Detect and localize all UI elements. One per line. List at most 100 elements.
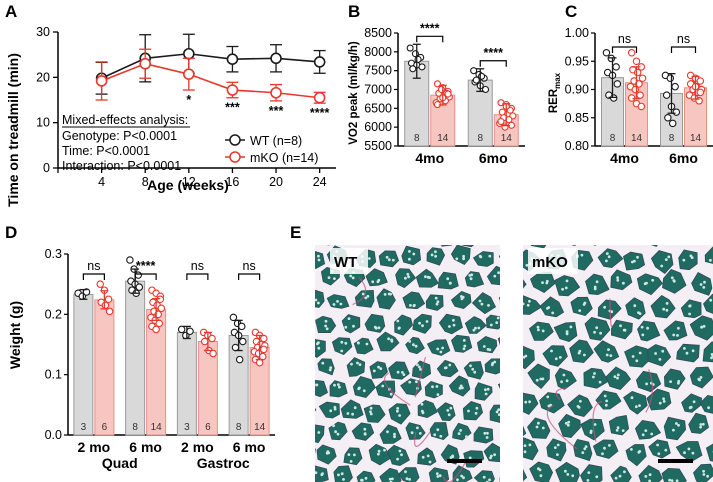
panel-a-ytick-label: 10 <box>36 116 50 130</box>
fiber-speckle <box>677 423 680 427</box>
fiber-speckle <box>324 319 328 323</box>
fiber-speckle <box>387 292 391 296</box>
muscle-fiber <box>542 345 568 367</box>
fiber-speckle <box>315 298 318 302</box>
panel-c-ytick-label: 0.80 <box>565 139 589 153</box>
fiber-speckle <box>488 348 492 352</box>
fiber-speckle <box>474 411 478 415</box>
panel-d-sig-label: ns <box>243 259 256 273</box>
fiber-speckle <box>677 326 680 330</box>
fiber-speckle <box>537 467 540 471</box>
fiber-speckle <box>537 328 540 332</box>
fiber-speckle <box>337 473 340 477</box>
fiber-speckle <box>334 430 337 434</box>
muscle-fiber <box>500 371 520 391</box>
muscle-fiber <box>554 275 581 297</box>
fiber-speckle <box>351 238 354 241</box>
muscle-fiber <box>428 467 450 482</box>
annotation-heading: Mixed-effects analysis: <box>62 113 188 127</box>
panel-c-sig-label: ns <box>677 32 690 46</box>
fiber-speckle <box>304 234 307 237</box>
fiber-speckle <box>377 452 380 456</box>
muscle-fiber <box>315 321 316 324</box>
fiber-speckle <box>393 435 396 439</box>
fiber-speckle <box>631 355 635 358</box>
fiber-speckle <box>678 232 681 235</box>
fiber-speckle <box>656 443 659 447</box>
fiber-speckle <box>554 357 558 361</box>
panel-c-n-label: 8 <box>669 133 675 144</box>
panel-b-n-label: 14 <box>437 133 449 144</box>
fiber-speckle <box>298 278 301 281</box>
fiber-speckle <box>410 431 414 435</box>
muscle-fiber <box>315 315 337 334</box>
fiber-speckle <box>689 405 693 409</box>
muscle-fiber <box>527 363 550 390</box>
fiber-speckle <box>416 426 419 430</box>
muscle-fiber <box>691 222 713 242</box>
panel-b-datapoint <box>414 55 422 63</box>
fiber-speckle <box>446 409 450 412</box>
fiber-speckle <box>351 412 354 416</box>
panel-a-mko-point <box>313 91 326 104</box>
muscle-fiber <box>610 224 633 245</box>
fiber-speckle <box>438 474 442 478</box>
fiber-speckle <box>702 324 706 328</box>
fiber-speckle <box>648 473 652 477</box>
fiber-speckle <box>658 401 662 405</box>
fiber-speckle <box>420 409 424 413</box>
fiber-speckle <box>702 469 705 473</box>
panel-b-ytick-label: 7500 <box>364 64 392 78</box>
fiber-speckle <box>517 282 520 285</box>
panel-c-datapoint <box>613 80 622 88</box>
fiber-speckle <box>506 255 509 258</box>
panel-d-sig-label: **** <box>136 259 156 273</box>
panel-d-ytick-label: 0.3 <box>45 247 62 261</box>
fiber-speckle <box>339 302 343 306</box>
fiber-speckle <box>505 377 508 380</box>
fiber-speckle <box>505 389 508 392</box>
fiber-speckle <box>698 378 701 382</box>
panel-a-significance: *** <box>225 101 240 115</box>
fiber-speckle <box>518 357 521 360</box>
fiber-speckle <box>621 232 624 235</box>
fiber-speckle <box>329 234 332 237</box>
fiber-speckle <box>364 476 368 480</box>
fiber-speckle <box>526 303 530 307</box>
panel-b-datapoint <box>418 63 426 71</box>
panel-b-category-label: 6mo <box>479 150 508 166</box>
fiber-speckle <box>342 478 345 481</box>
panel-d-datapoint <box>152 325 160 334</box>
muscle-fiber <box>585 273 610 296</box>
fiber-speckle <box>682 258 686 262</box>
fiber-speckle <box>427 235 430 238</box>
muscle-fiber <box>597 248 624 269</box>
fiber-speckle <box>616 278 620 282</box>
panel-d-datapoint <box>260 334 268 343</box>
fiber-speckle <box>471 367 475 371</box>
muscle-fiber <box>593 245 597 246</box>
fiber-speckle <box>685 351 689 355</box>
fiber-speckle <box>398 449 402 453</box>
muscle-fiber <box>436 359 459 378</box>
fiber-speckle <box>317 301 320 305</box>
muscle-fiber <box>680 299 702 319</box>
muscle-fiber <box>571 245 576 246</box>
fiber-speckle <box>340 340 344 344</box>
fiber-speckle <box>635 359 639 363</box>
fiber-speckle <box>461 386 464 390</box>
panel-a-ylabel: Time on treadmill (min) <box>5 53 21 207</box>
fiber-speckle <box>567 229 570 232</box>
muscle-fiber <box>451 334 473 353</box>
panel-a-significance: **** <box>310 106 330 120</box>
fiber-speckle <box>449 406 453 410</box>
fiber-speckle <box>412 252 416 256</box>
fiber-speckle <box>305 280 308 283</box>
fiber-speckle <box>605 259 608 263</box>
fiber-speckle <box>469 240 472 243</box>
muscle-fiber <box>376 331 400 352</box>
fiber-speckle <box>356 361 359 365</box>
panel-c-n-label: 14 <box>631 133 643 144</box>
muscle-fiber <box>471 292 497 315</box>
fiber-speckle <box>670 479 674 482</box>
